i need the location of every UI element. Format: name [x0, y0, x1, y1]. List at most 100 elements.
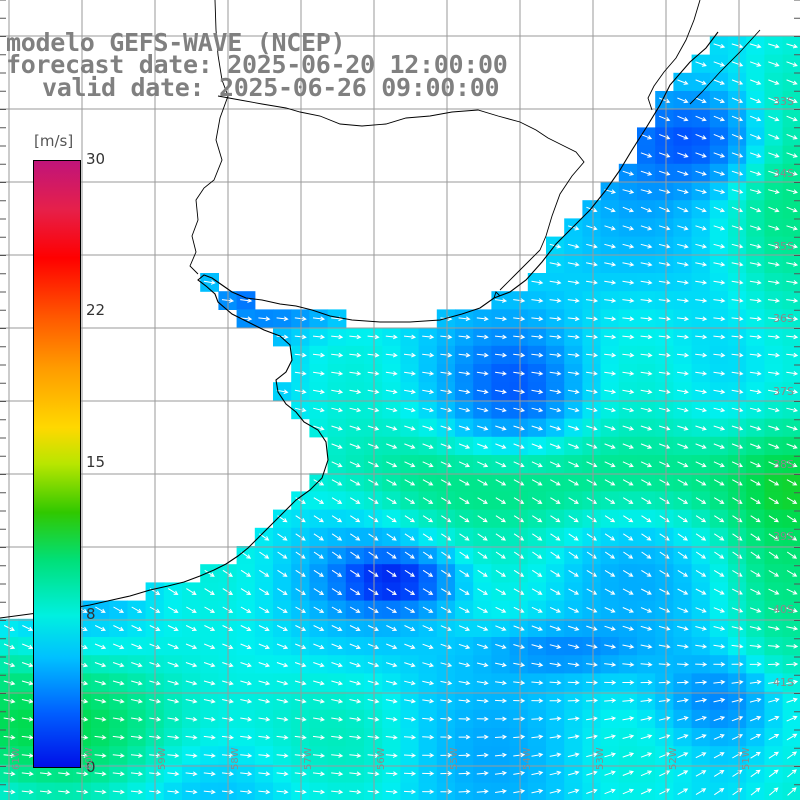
wind-arrow: [385, 680, 398, 686]
wind-arrow: [658, 189, 671, 194]
wind-arrow: [787, 769, 797, 778]
wind-arrow: [749, 243, 762, 249]
wind-arrow: [786, 479, 798, 486]
wind-arrow: [386, 479, 398, 486]
wind-arrow: [422, 662, 434, 668]
wind-arrow: [567, 662, 580, 667]
wind-arrow: [786, 715, 798, 722]
wind-arrow: [94, 680, 107, 686]
wind-arrow: [549, 298, 562, 303]
wind-arrow: [658, 716, 671, 721]
wind-arrow: [531, 698, 544, 704]
wind-arrow: [640, 734, 653, 740]
wind-arrow: [586, 389, 598, 395]
wind-arrow: [713, 298, 726, 303]
wind-arrow: [458, 443, 471, 449]
wind-arrow: [659, 443, 671, 449]
wind-arrow: [331, 461, 343, 468]
wind-arrow: [312, 753, 326, 758]
wind-arrow: [713, 497, 725, 504]
wind-arrow: [349, 753, 362, 758]
wind-arrow: [203, 789, 216, 795]
wind-arrow: [640, 352, 653, 358]
wind-arrow: [604, 479, 616, 486]
wind-arrow: [440, 389, 453, 395]
wind-arrow: [495, 515, 506, 523]
wind-arrow: [294, 316, 307, 322]
wind-arrow: [404, 698, 416, 704]
wind-arrow: [731, 152, 744, 158]
wind-arrow: [240, 606, 252, 613]
wind-arrow: [586, 734, 598, 739]
wind-arrow: [458, 662, 471, 668]
wind-arrow: [531, 588, 543, 595]
wind-arrow: [313, 425, 325, 431]
wind-arrow: [585, 316, 599, 322]
wind-arrow: [21, 734, 34, 740]
wind-arrow: [695, 497, 707, 504]
wind-arrow: [567, 371, 580, 376]
wind-arrow: [622, 280, 635, 285]
wind-arrow: [331, 771, 344, 777]
wind-arrow: [604, 770, 616, 776]
wind-arrow: [513, 789, 526, 794]
wind-arrow: [331, 680, 344, 686]
wind-arrow: [640, 662, 653, 667]
wind-arrow: [786, 298, 799, 303]
wind-arrow: [386, 625, 398, 631]
wind-arrow: [568, 551, 579, 559]
wind-arrow: [477, 551, 488, 559]
wind-arrow: [350, 551, 361, 559]
wind-arrow: [313, 371, 325, 376]
wind-arrow: [713, 389, 726, 395]
wind-arrow: [531, 788, 544, 794]
wind-arrow: [695, 79, 707, 85]
wind-arrow: [731, 352, 744, 358]
wind-arrow: [767, 643, 781, 649]
wind-arrow: [604, 280, 617, 285]
wind-arrow: [786, 334, 799, 340]
wind-arrow: [458, 606, 470, 613]
wind-arrow: [787, 787, 797, 796]
wind-arrow: [403, 352, 417, 358]
wind-arrow: [58, 789, 71, 795]
wind-arrow: [331, 407, 344, 413]
wind-arrow: [294, 698, 307, 704]
wind-arrow: [403, 734, 417, 740]
wind-arrow: [294, 371, 307, 376]
wind-arrow: [385, 698, 398, 704]
wind-arrow: [695, 679, 708, 685]
wind-arrow: [422, 479, 434, 486]
wind-arrow: [131, 643, 143, 650]
wind-arrow: [295, 588, 306, 595]
wind-arrow: [622, 371, 635, 376]
wind-arrow: [476, 789, 489, 794]
wind-arrow: [658, 644, 671, 649]
wind-arrow: [677, 607, 689, 613]
wind-arrow: [494, 662, 507, 668]
wind-arrow: [767, 352, 781, 358]
wind-arrow: [549, 334, 562, 340]
wind-arrow: [731, 243, 744, 249]
wind-arrow: [567, 680, 580, 685]
wind-arrow: [494, 316, 508, 322]
lon-label-58w: 58W: [230, 747, 241, 770]
wind-arrow: [203, 680, 216, 686]
lon-label-59w: 59W: [157, 747, 168, 770]
wind-arrow: [750, 97, 762, 104]
wind-arrow: [568, 588, 580, 595]
wind-arrow: [786, 643, 799, 649]
wind-arrow: [531, 680, 544, 686]
wind-arrow: [458, 425, 471, 431]
wind-arrow: [659, 206, 671, 213]
wind-arrow: [385, 716, 398, 722]
wind-arrow: [476, 716, 489, 722]
wind-arrow: [404, 407, 416, 413]
wind-arrow: [550, 551, 561, 559]
wind-arrow: [440, 407, 453, 413]
country-border: [189, 0, 761, 299]
wind-arrow: [586, 625, 598, 631]
wind-arrow: [640, 407, 653, 413]
wind-arrow: [495, 425, 507, 431]
wind-arrow: [185, 643, 198, 650]
